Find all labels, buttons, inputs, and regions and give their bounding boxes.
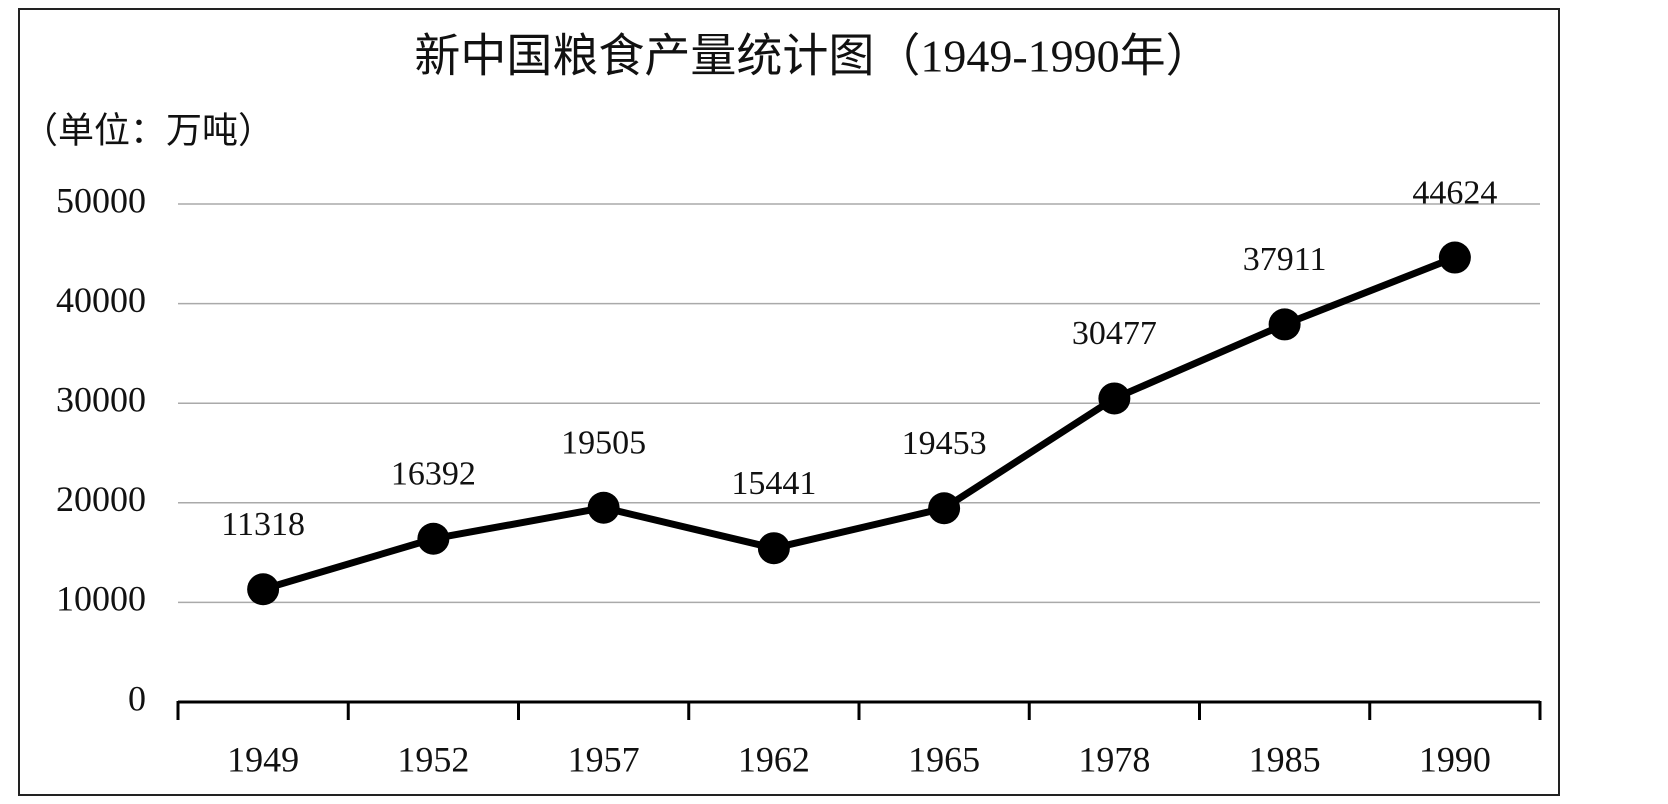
x-tick-label: 1949 [227,739,299,779]
unit-label: （单位：万吨） [22,110,274,150]
y-tick-label: 10000 [56,579,146,619]
data-label: 11318 [221,506,305,543]
data-point [587,491,620,524]
y-tick-label: 20000 [56,479,146,519]
data-line [262,254,1457,593]
x-tick-label: 1978 [1078,739,1150,779]
y-tick-label: 50000 [56,180,146,220]
y-tick-label: 0 [128,678,146,718]
x-tick-label: 1965 [908,739,980,779]
data-point [1268,308,1301,341]
data-label: 15441 [731,465,816,502]
data-label: 16392 [391,456,476,493]
chart-border [18,8,1560,796]
y-tick-label: 30000 [56,379,146,419]
data-label: 30477 [1072,315,1157,352]
data-point [1438,241,1471,274]
data-point [247,573,280,606]
x-tick-label: 1952 [397,739,469,779]
x-tick-label: 1990 [1419,739,1491,779]
x-tick-label: 1985 [1249,739,1321,779]
data-point [417,522,450,555]
data-label: 44624 [1412,174,1497,211]
x-tick-label: 1957 [568,739,640,779]
data-point [928,492,961,525]
data-point [757,532,790,565]
x-tick-label: 1962 [738,739,810,779]
data-label: 19505 [561,425,646,462]
data-label: 37911 [1243,241,1327,278]
y-tick-label: 40000 [56,280,146,320]
data-point [1098,382,1131,415]
data-label: 19453 [902,425,987,462]
chart-title: 新中国粮食产量统计图（1949-1990年） [414,31,1211,82]
